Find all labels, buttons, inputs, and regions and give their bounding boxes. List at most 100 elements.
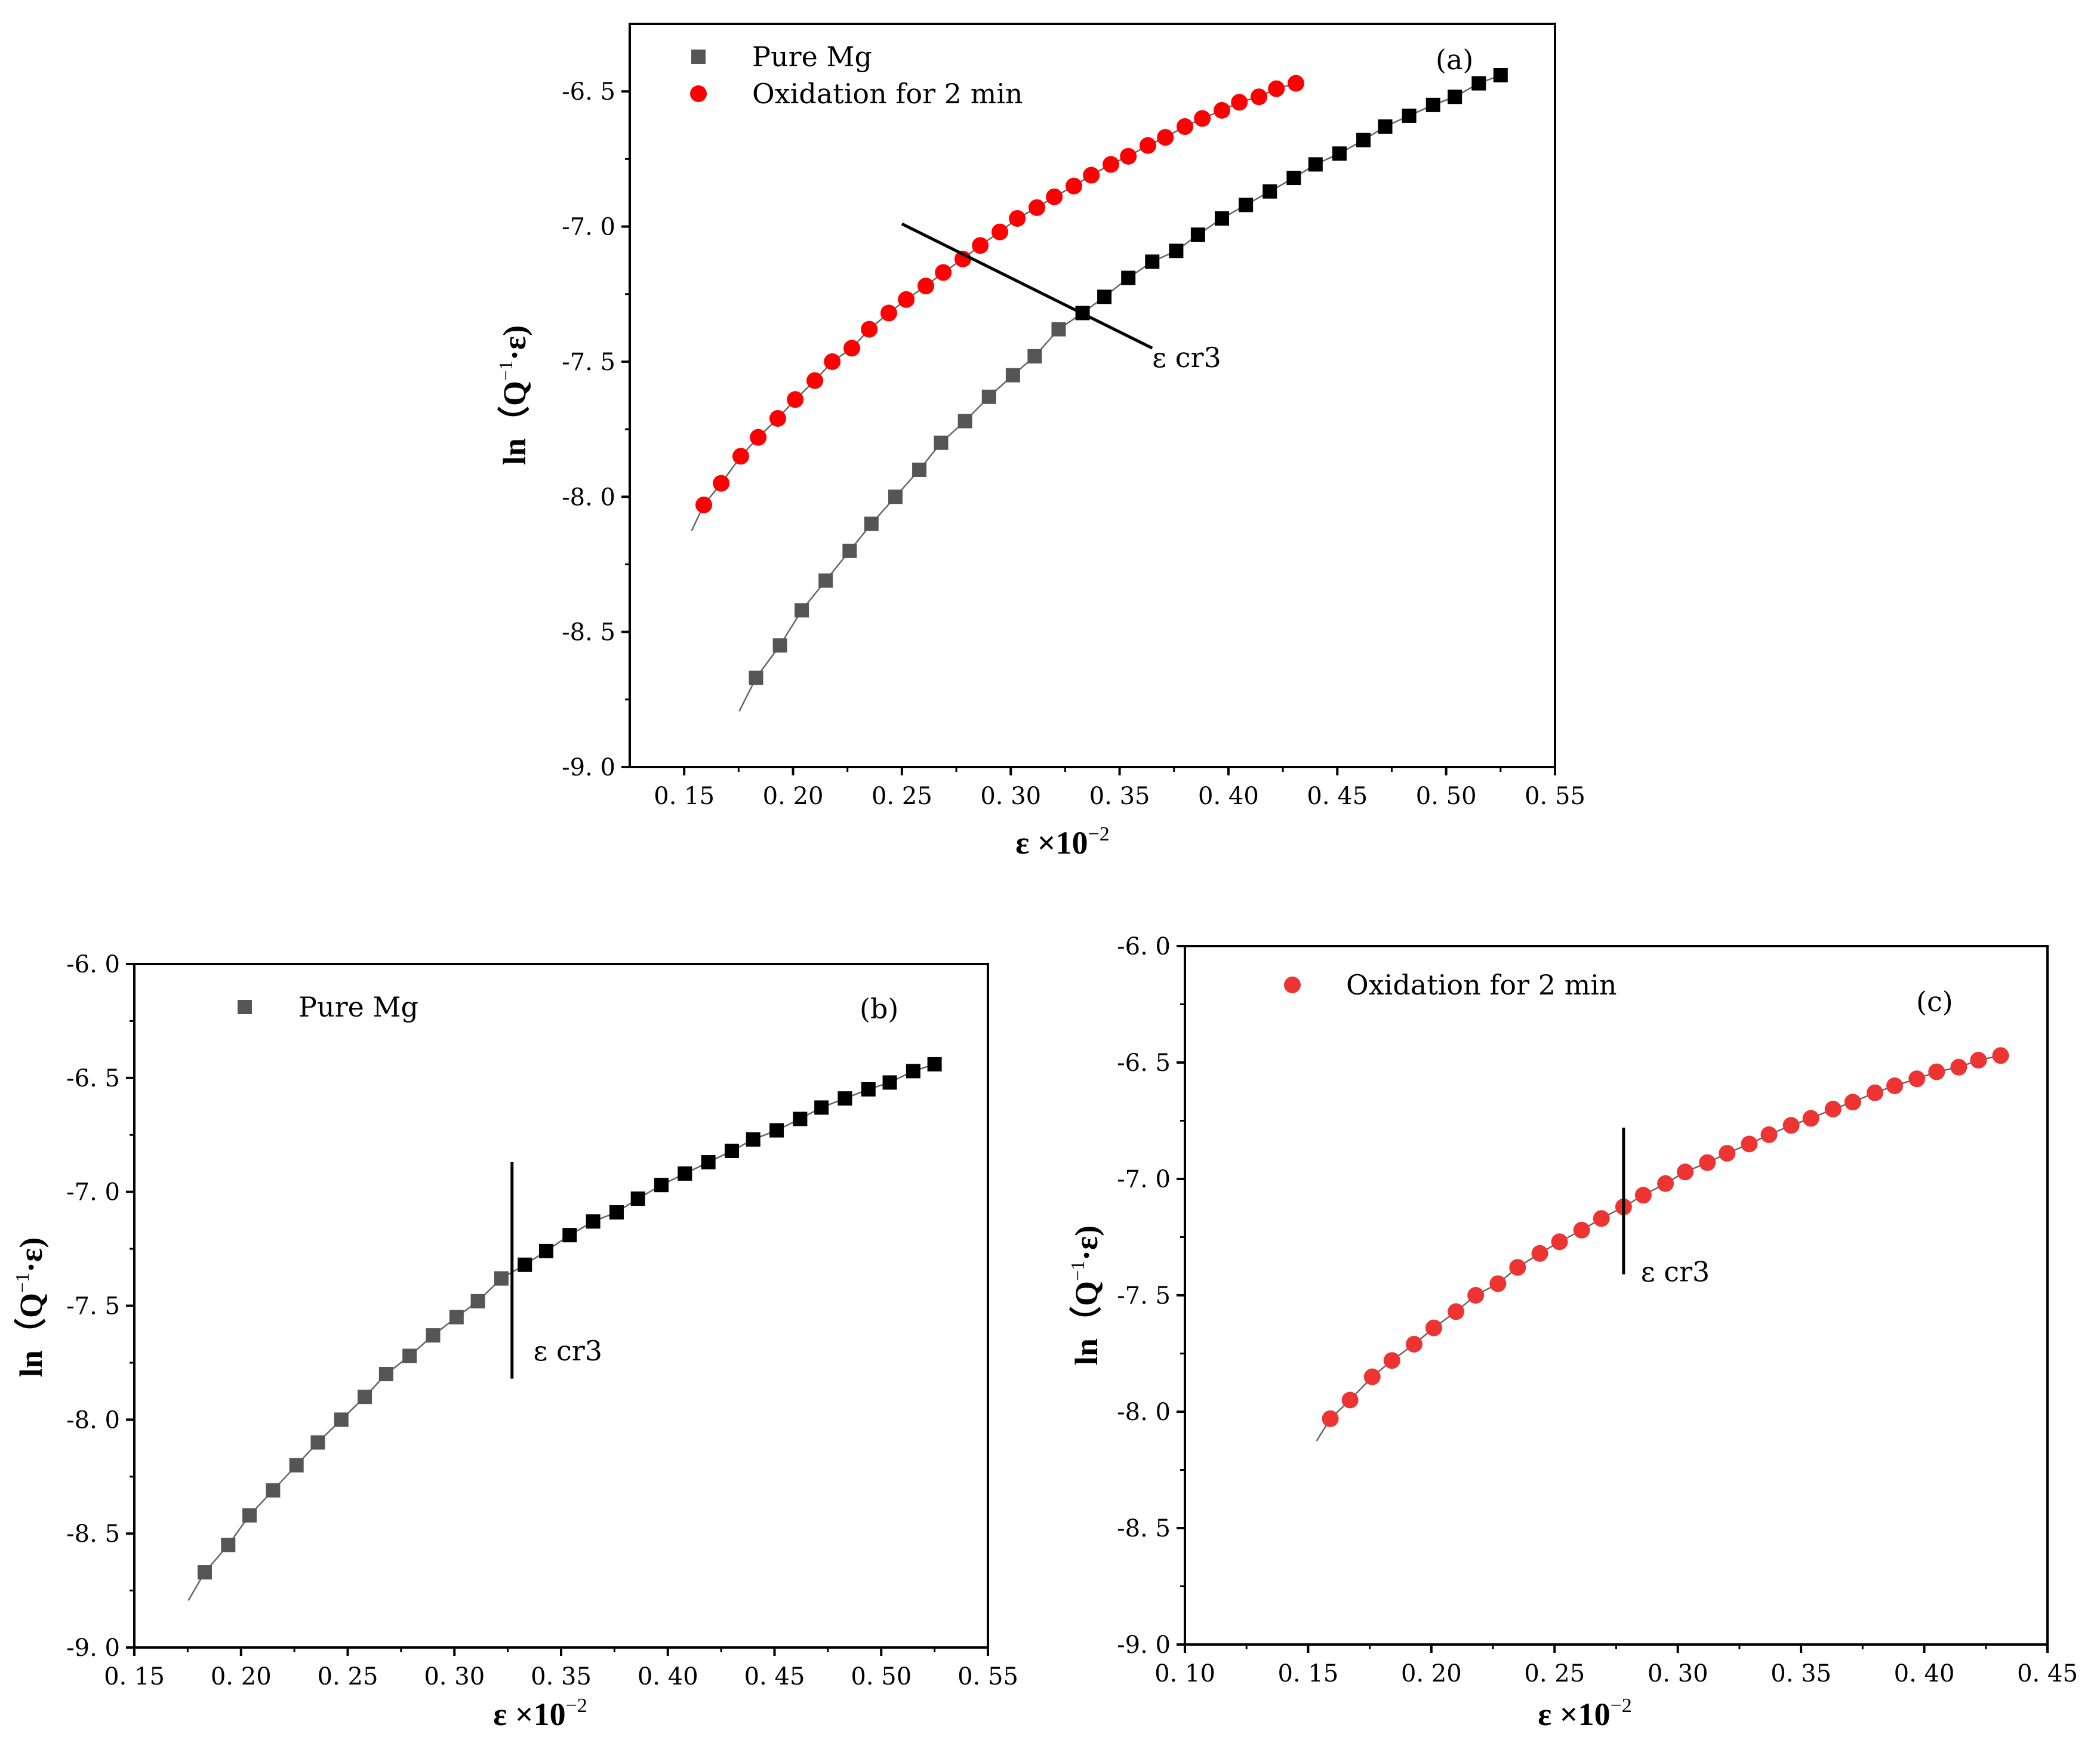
y-tick-label: -8. 5 (1117, 1515, 1171, 1542)
data-point-circle (1551, 1233, 1568, 1251)
x-tick-label: 0. 35 (1089, 783, 1150, 810)
data-point-circle (1341, 1391, 1359, 1409)
panel-c: 0. 10 0. 15 0. 20 0. 25 0. 30 0. 35 0. 40 0. 45… (1067, 933, 2078, 1732)
y-tick-label: -8. 0 (66, 1406, 120, 1434)
y-tick-label: -7. 5 (66, 1293, 120, 1320)
data-point-square (470, 1294, 485, 1308)
x-tick-label: 0. 40 (638, 1663, 698, 1690)
fit-curve (187, 1063, 935, 1602)
x-tick-label: 0. 30 (980, 783, 1041, 810)
data-point-circle (898, 291, 915, 308)
data-point-circle (1760, 1126, 1778, 1143)
data-point-square (1263, 184, 1277, 199)
x-tick-label: 0. 50 (851, 1663, 912, 1690)
data-point-circle (1699, 1154, 1716, 1171)
legend-label: Pure Mg (298, 991, 418, 1023)
data-point-square (957, 414, 972, 429)
y-tick-label: -7. 0 (66, 1179, 120, 1206)
data-point-circle (1194, 110, 1211, 127)
panel-b: 0. 15 0. 20 0. 25 0. 30 0. 35 0. 40 0. 45 0. 50… (11, 951, 1018, 1732)
x-tick-label: 0. 30 (424, 1663, 485, 1690)
data-point-circle (1268, 80, 1285, 97)
data-point-circle (1251, 88, 1267, 106)
x-tick-label: 0. 55 (957, 1663, 1018, 1690)
data-point-circle (1120, 147, 1137, 165)
x-tick-label: 0. 45 (2017, 1660, 2078, 1687)
data-point-circle (769, 409, 786, 427)
data-point-circle (1634, 1187, 1652, 1204)
data-point-circle (787, 391, 804, 408)
data-point-square (1145, 254, 1160, 269)
critical-strain-label: ε cr3 (1641, 1256, 1710, 1288)
data-point-circle (1231, 94, 1248, 111)
legend-label: Oxidation for 2 min (1346, 969, 1617, 1001)
data-point-circle (732, 448, 749, 465)
data-point-circle (1405, 1335, 1422, 1353)
data-point-circle (1677, 1163, 1694, 1181)
data-point-square (1239, 198, 1254, 213)
data-point-circle (1177, 118, 1193, 136)
data-point-circle (1886, 1077, 1904, 1094)
data-point-square (518, 1257, 532, 1272)
data-point-circle (935, 264, 952, 281)
data-point-square (1097, 290, 1112, 304)
data-point-circle (861, 321, 878, 338)
data-point-square (912, 463, 927, 477)
data-point-square (1215, 211, 1229, 226)
x-tick-label: 0. 25 (872, 783, 932, 810)
data-point-circle (972, 237, 989, 254)
y-tick-label: -8. 0 (562, 484, 615, 511)
data-point-square (749, 670, 763, 685)
data-point-circle (1009, 210, 1026, 227)
x-tick-label: 0. 55 (1525, 783, 1585, 810)
data-point-square (842, 543, 857, 558)
data-point-circle (880, 304, 897, 322)
data-point-square (888, 489, 903, 504)
data-point-circle (1657, 1175, 1674, 1192)
data-point-circle (1531, 1245, 1548, 1262)
data-point-square (197, 1565, 212, 1580)
y-tick-label: -8. 5 (562, 619, 615, 646)
legend-label: Pure Mg (752, 41, 872, 73)
data-point-circle (1066, 177, 1082, 195)
x-tick-label: 0. 20 (1401, 1660, 1462, 1687)
data-point-square (310, 1435, 325, 1450)
y-tick-label: -9. 0 (66, 1634, 120, 1662)
data-point-square (934, 435, 949, 450)
data-point-circle (1950, 1058, 1967, 1076)
legend-marker-circle (1284, 977, 1301, 993)
y-tick-label: -7. 0 (1117, 1166, 1171, 1193)
x-tick-label: 0. 15 (654, 783, 715, 810)
data-point-square (1005, 368, 1020, 383)
data-point-circle (713, 475, 730, 492)
data-point-square (426, 1328, 441, 1343)
x-tick-label: 0. 25 (318, 1663, 378, 1690)
data-point-circle (1928, 1063, 1945, 1080)
x-tick-label: 0. 35 (1770, 1660, 1831, 1687)
data-point-square (725, 1143, 739, 1158)
data-point-circle (695, 496, 712, 513)
x-tick-label: 0. 10 (1154, 1660, 1215, 1687)
data-point-square (882, 1075, 897, 1090)
y-tick-label: -6. 0 (1117, 933, 1171, 960)
data-point-square (795, 603, 809, 618)
critical-strain-label: ε cr3 (534, 1335, 602, 1367)
fit-curve (738, 74, 1501, 712)
data-point-circle (1157, 129, 1174, 146)
data-point-square (1378, 119, 1393, 134)
data-point-circle (1992, 1047, 2009, 1064)
data-point-square (538, 1243, 553, 1258)
data-point-square (1169, 244, 1184, 258)
data-point-circle (1425, 1319, 1442, 1336)
x-tick-label: 0. 30 (1648, 1660, 1708, 1687)
fit-curve (1316, 1055, 2001, 1442)
data-point-square (1493, 68, 1508, 83)
x-tick-label: 0. 15 (104, 1663, 165, 1690)
data-point-circle (1489, 1275, 1507, 1292)
x-tick-label: 0. 45 (1307, 783, 1368, 810)
x-tick-label: 0. 50 (1416, 783, 1477, 810)
data-point-circle (917, 278, 934, 295)
data-point-square (772, 638, 787, 653)
data-point-square (1448, 90, 1462, 104)
